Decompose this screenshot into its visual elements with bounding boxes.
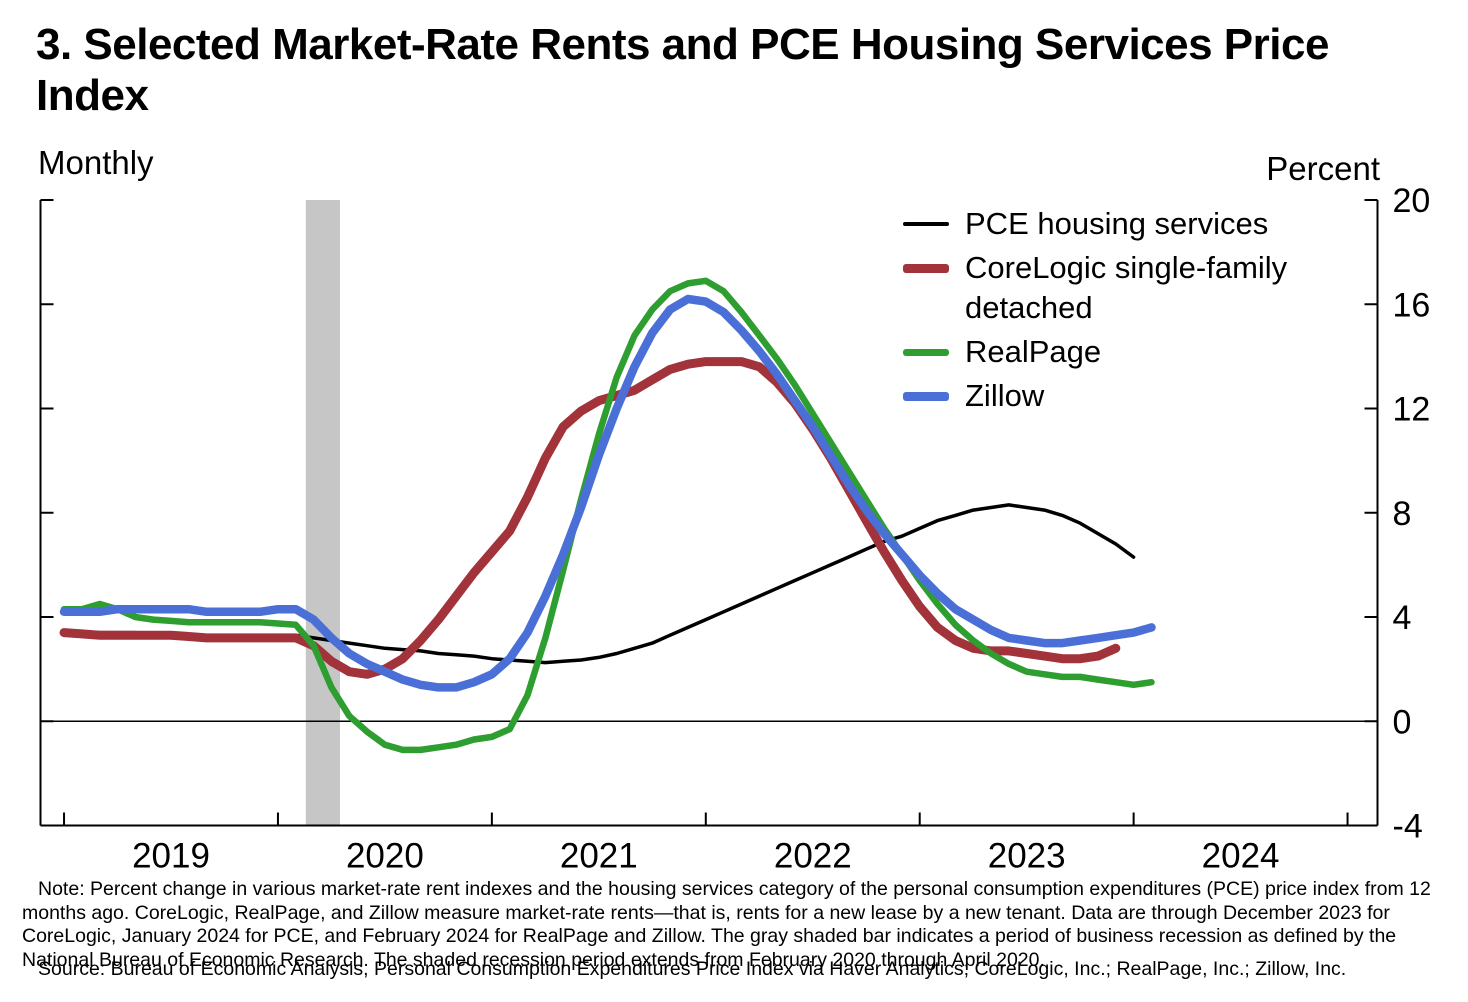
x-tick-label: 2019 [132, 837, 210, 876]
y-tick-label: 16 [1393, 286, 1431, 324]
legend-label-corelogic: CoreLogic single-family detached [965, 250, 1288, 325]
legend-swatch-zillow [903, 392, 949, 401]
chart-source: Source: Bureau of Economic Analysis, Per… [38, 958, 1347, 980]
legend-swatch-pce [903, 222, 949, 226]
y-tick-label: 4 [1393, 599, 1412, 637]
legend-item-pce: PCE housing services [903, 204, 1348, 244]
recession-band [305, 200, 340, 826]
legend-swatch-realpage [903, 349, 949, 356]
x-tick-label: 2024 [1202, 837, 1280, 876]
legend-label-realpage: RealPage [965, 334, 1102, 369]
series-line-realpage [60, 277, 1155, 754]
y-tick-label: 0 [1393, 703, 1412, 741]
chart-note: Note: Percent change in various market-r… [22, 878, 1431, 971]
legend-item-zillow: Zillow [903, 376, 1348, 416]
x-tick-label: 2021 [560, 837, 638, 876]
series-line-corelogic [59, 357, 1121, 679]
chart-title: 3. Selected Market-Rate Rents and PCE Ho… [36, 20, 1329, 120]
chart-svg: -4 0 4 8 12 16 20 2019 2020 2021 2022 2023 2024 [39, 186, 1431, 876]
y-axis-unit-label: Percent [1266, 150, 1380, 187]
frequency-label: Monthly [38, 144, 154, 181]
legend-label-pce: PCE housing services [965, 206, 1269, 241]
x-tick-label: 2023 [988, 837, 1066, 876]
x-tick-label: 2022 [774, 837, 852, 876]
y-tick-label: 20 [1393, 186, 1431, 220]
series-line-zillow [59, 294, 1156, 692]
legend-item-corelogic: CoreLogic single-family detached [903, 248, 1348, 328]
y-tick-label: 12 [1393, 391, 1431, 429]
legend-item-realpage: RealPage [903, 332, 1348, 372]
y-tick-label: 8 [1393, 495, 1412, 533]
legend-swatch-corelogic [903, 264, 949, 273]
y-tick-label: -4 [1393, 808, 1423, 846]
x-tick-label: 2020 [346, 837, 424, 876]
legend-label-zillow: Zillow [965, 378, 1045, 413]
chart-legend: PCE housing services CoreLogic single-fam… [903, 204, 1348, 416]
